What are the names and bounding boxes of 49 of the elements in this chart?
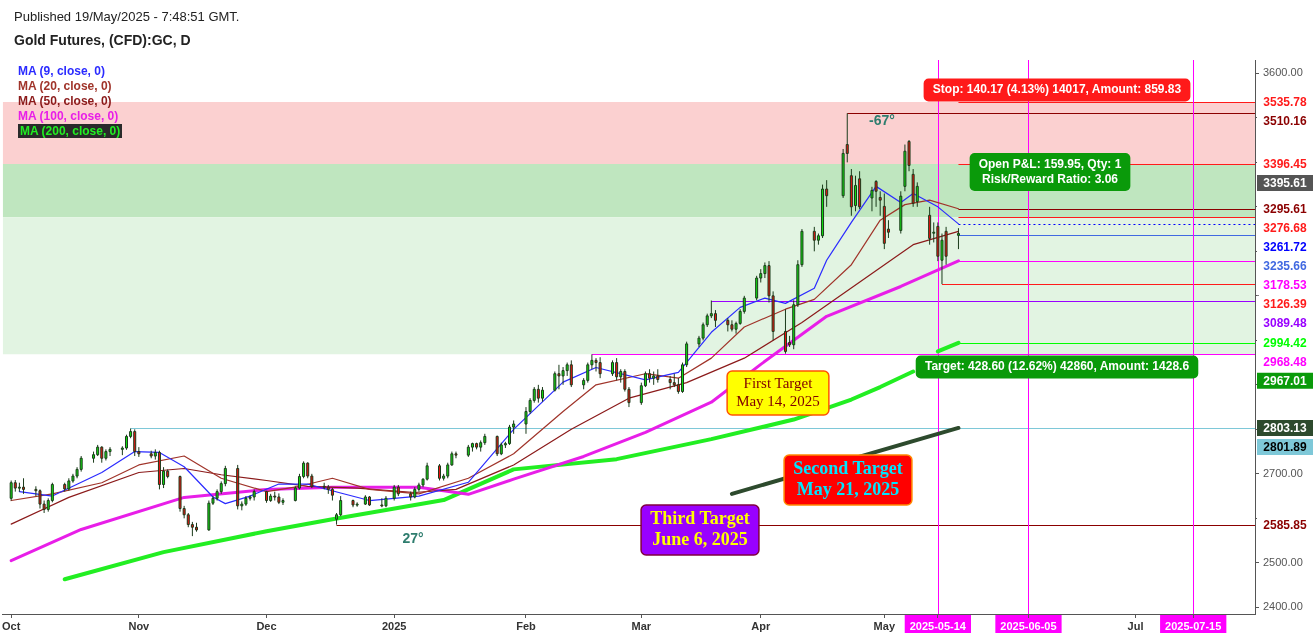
x-tick-label: 2025-07-15 [1165,619,1222,632]
x-tick-label: Dec [256,619,277,632]
text: MA (200, close, 0) [18,124,123,138]
x-tick-label: Oct [2,619,21,632]
ref-line-label: 2994.42 [1263,336,1308,351]
x-tick-label: 2025-06-05 [1000,619,1057,632]
text: 3395.61 [1263,176,1308,191]
annotation: Third Target June 6, 2025 [650,508,750,550]
ref-line-label: 3510.16 [1263,114,1308,129]
ref-line-label: 3396.45 [1263,157,1308,172]
text: MA (50, close, 0) [18,94,112,108]
text: 2803.13 [1263,421,1308,436]
x-tick-label: Mar [631,619,652,632]
ref-line-label: 3089.48 [1263,316,1308,331]
y-tick-label: 2400.00 [1263,600,1303,613]
annotation: 27° [402,529,424,546]
annotation: Second Target May 21, 2025 [793,458,903,500]
ref-line-label: 3261.72 [1263,240,1308,255]
annotation: -67° [869,111,895,128]
text: MA (9, close, 0) [18,64,105,78]
ref-line-label: 2585.85 [1263,517,1308,532]
x-tick-label: Feb [516,619,537,632]
x-tick-label: Apr [751,619,771,632]
annotation: Target: 428.60 (12.62%) 42860, Amount: 1428.6 [924,359,1190,374]
annotation: First Target May 14, 2025 [736,374,820,409]
candlestick [853,175,857,212]
chart-subtitle: Published 19/May/2025 - 7:48:51 GMT. [14,9,240,24]
annotation: Stop: 140.17 (4.13%) 14017, Amount: 859.83 [932,82,1182,97]
x-tick-label: May [873,619,896,632]
ref-line-label: 3126.39 [1263,297,1308,312]
ref-line-label: 2968.48 [1263,355,1308,370]
ref-line-label: 2801.89 [1263,440,1308,455]
ref-line-label: 3178.53 [1263,278,1308,293]
x-tick-label: 2025-05-14 [909,619,967,632]
text: MA (100, close, 0) [18,109,119,123]
y-tick-label: 2700.00 [1263,466,1303,479]
ref-line-label: 3295.61 [1263,202,1308,217]
y-tick-label: 2500.00 [1263,555,1303,568]
text: MA (20, close, 0) [18,79,112,93]
x-tick-label: Nov [128,619,151,632]
ref-line-label: 3235.66 [1263,259,1308,274]
annotation: Open P&L: 159.95, Qty: 1 Risk/Reward Ratio: 3.06 [978,156,1122,186]
ref-line-label: 3535.78 [1263,95,1308,110]
y-tick-label: 3600.00 [1263,66,1303,79]
chart-title: Gold Futures, (CFD):GC, D [14,32,191,48]
ref-line-label: 3276.68 [1263,221,1308,236]
x-tick-label: Jul [1127,619,1144,632]
text: 2967.01 [1263,374,1308,389]
x-tick-label: 2025 [381,619,407,632]
